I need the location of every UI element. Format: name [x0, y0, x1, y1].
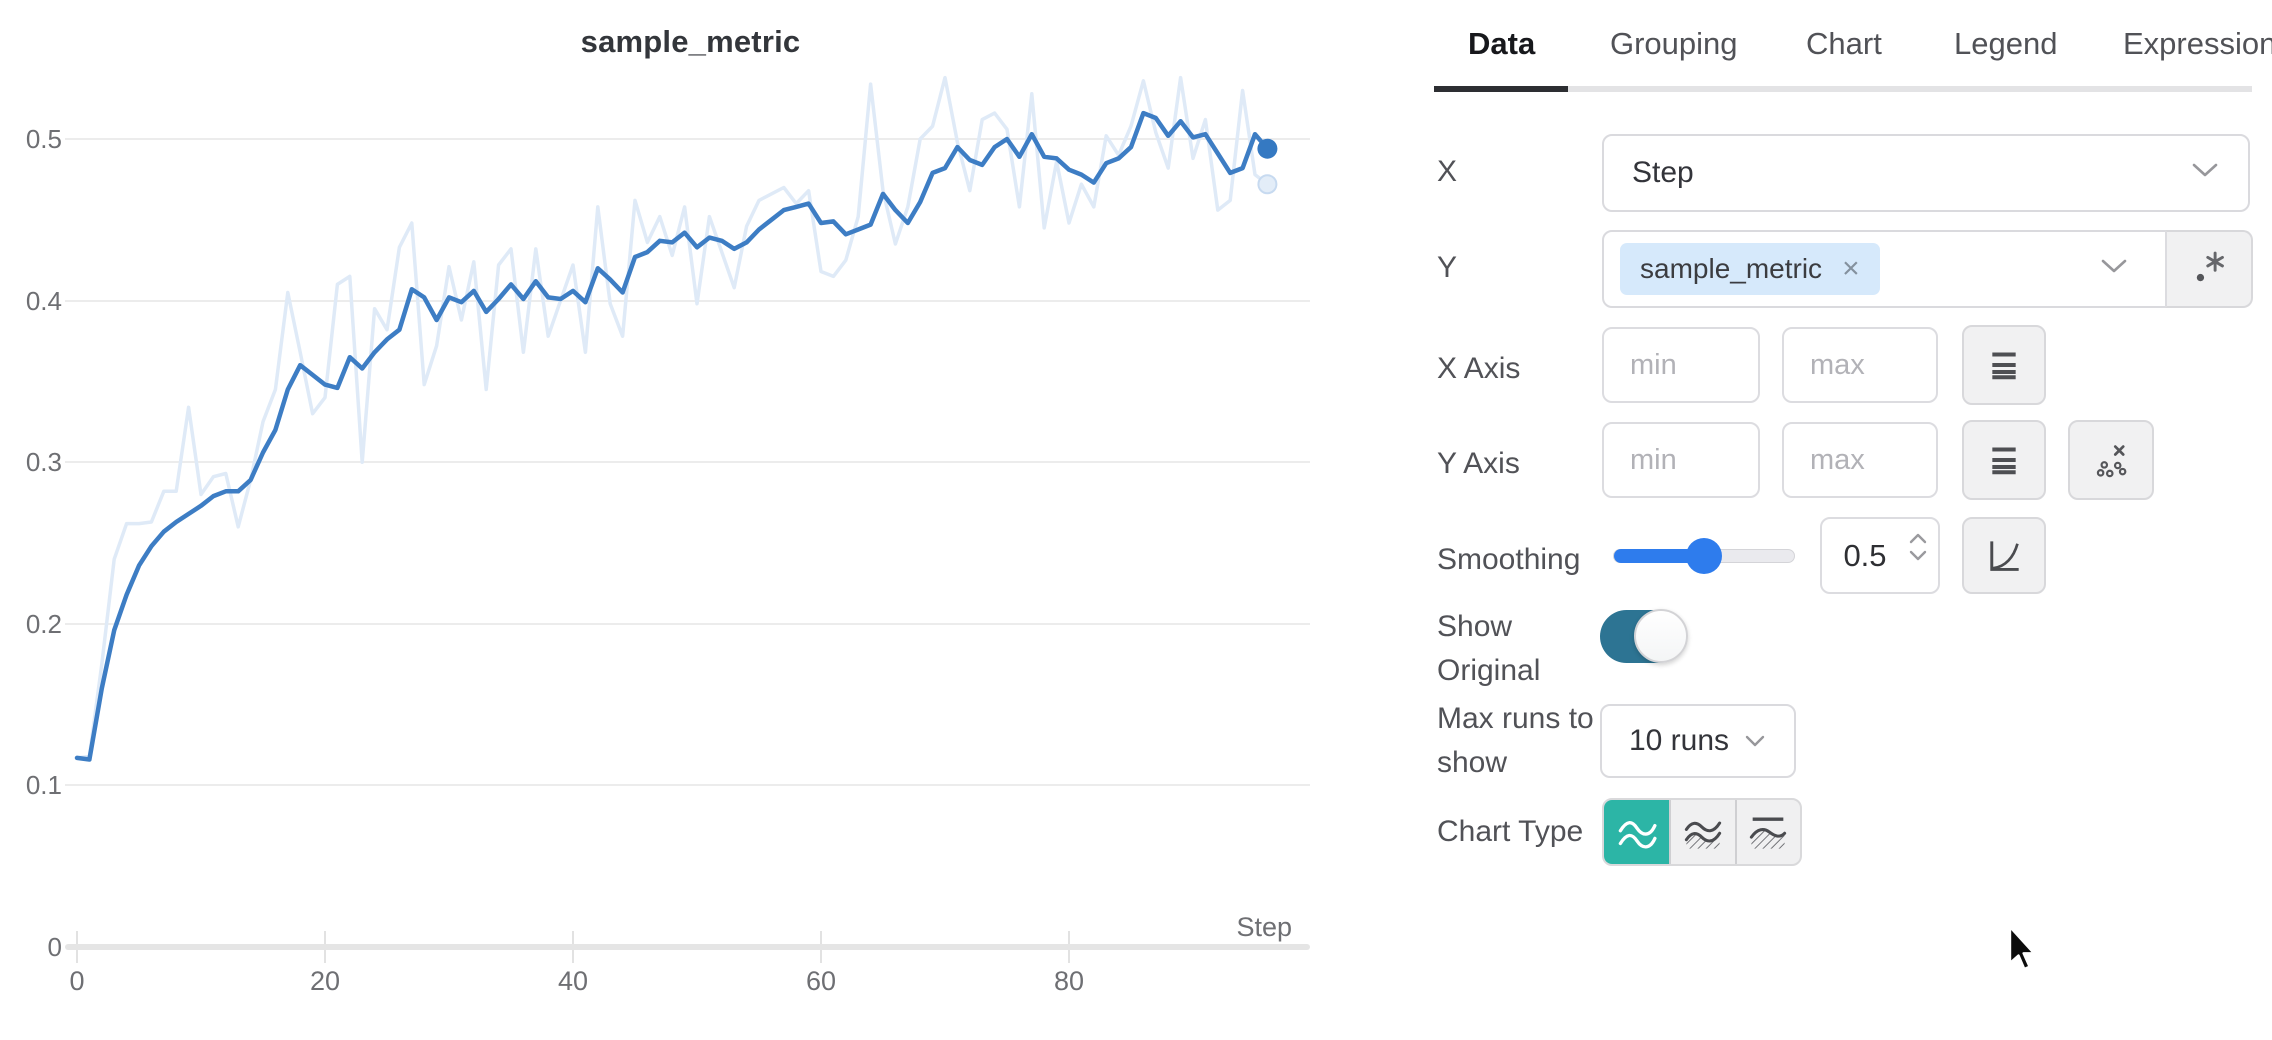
y-axis-row-label: Y Axis: [1437, 447, 1520, 480]
y-field-select[interactable]: sample_metric ×: [1602, 230, 2167, 308]
y-metric-chip-label: sample_metric: [1640, 253, 1823, 284]
chart-type-line-button[interactable]: [1604, 800, 1670, 864]
x-tick-label: 0: [69, 966, 85, 996]
chart-type-group: [1602, 798, 1802, 866]
x-tick-label: 60: [805, 966, 837, 996]
y-tick-label: 0.1: [25, 770, 62, 801]
stepper-down-icon[interactable]: [1908, 550, 1928, 561]
x-axis-max-input[interactable]: [1782, 327, 1938, 403]
ignore-outliers-icon: [2096, 445, 2127, 478]
smoothing-stepper[interactable]: [1908, 533, 1928, 561]
running-average-icon: [1990, 540, 2019, 571]
tab-grouping[interactable]: Grouping: [1610, 26, 1738, 61]
smoothing-row-label: Smoothing: [1437, 543, 1581, 576]
ignore-outliers-button[interactable]: [2068, 420, 2154, 500]
y-gridline: [65, 784, 1310, 787]
chart-type-minmax-button[interactable]: [1734, 800, 1800, 864]
tab-underline-active: [1434, 86, 1568, 92]
area-chart-icon: [1684, 821, 1722, 849]
smoothing-type-button[interactable]: [1962, 517, 2046, 594]
y-tick-label: 0.2: [25, 608, 62, 639]
tab-chart[interactable]: Chart: [1806, 26, 1882, 61]
y-gridline: [65, 138, 1310, 140]
y-gridline: [65, 461, 1310, 464]
smoothed-series-end-dot: [1257, 138, 1278, 159]
smoothed-series-line: [74, 110, 1270, 762]
y-tick-label: 0: [47, 932, 62, 962]
y-gridline: [65, 622, 1310, 625]
chart-region: sample_metric 0 0.1 0.2 0.3 0.4 0.5 0 20 40 60 80 …: [0, 0, 1350, 1040]
max-runs-value: 10 runs: [1628, 724, 1730, 757]
smoothing-slider-fill: [1614, 549, 1704, 563]
mouse-cursor: [2008, 925, 2036, 971]
original-series-line: [75, 75, 1270, 760]
x-row-label: X: [1437, 155, 1458, 188]
show-original-label: Show Original: [1437, 610, 1541, 687]
chevron-down-icon: [2099, 258, 2129, 280]
regex-match-button[interactable]: [2165, 230, 2253, 308]
x-tick-label: 80: [1053, 966, 1085, 996]
y-gridline: [65, 299, 1310, 302]
chevron-down-icon: [2190, 162, 2220, 184]
toggle-knob: [1634, 609, 1688, 663]
line-chart-icon: [1618, 821, 1657, 849]
chevron-down-icon: [1745, 735, 1765, 747]
max-runs-label: Max runs to show: [1437, 702, 1594, 779]
tab-data[interactable]: Data: [1468, 26, 1536, 61]
minmax-area-chart-icon: [1750, 817, 1787, 849]
smoothing-value-input[interactable]: [1822, 519, 1908, 592]
y-tick-label: 0.5: [25, 124, 62, 154]
y-metric-chip[interactable]: sample_metric ×: [1620, 243, 1880, 295]
y-row-label: Y: [1437, 251, 1458, 284]
y-tick-label: 0.4: [25, 285, 62, 316]
chart-title: sample_metric: [580, 24, 801, 59]
smoothing-slider-knob[interactable]: [1686, 538, 1722, 574]
dot-asterisk-icon: [2196, 251, 2224, 282]
line-chart-plot[interactable]: [0, 0, 1350, 1040]
settings-panel: Data Grouping Chart Legend Expressions: [1432, 0, 2272, 1040]
chart-type-area-button[interactable]: [1669, 800, 1734, 864]
log-scale-icon: [1992, 352, 2016, 380]
smoothing-slider[interactable]: [1613, 538, 1795, 574]
show-original-toggle[interactable]: [1600, 609, 1688, 663]
chart-type-label: Chart Type: [1437, 815, 1584, 848]
chip-remove-icon[interactable]: ×: [1842, 252, 1860, 285]
y-axis-log-scale-button[interactable]: [1962, 420, 2046, 500]
tab-legend[interactable]: Legend: [1954, 26, 2058, 61]
tab-underline-track: [1434, 86, 2252, 92]
y-axis-min-input[interactable]: [1602, 422, 1760, 498]
x-tick-label: 20: [309, 966, 341, 996]
y-axis-max-input[interactable]: [1782, 422, 1938, 498]
log-scale-icon: [1992, 447, 2016, 475]
x-axis-line: [65, 944, 1310, 950]
x-field-value: Step: [1632, 156, 1694, 189]
max-runs-select[interactable]: 10 runs: [1600, 704, 1796, 778]
tab-expressions[interactable]: Expressions: [2123, 26, 2272, 61]
y-tick-label: 0.3: [25, 447, 62, 478]
x-axis-row-label: X Axis: [1437, 352, 1521, 385]
x-axis-name: Step: [1236, 912, 1292, 942]
x-axis-log-scale-button[interactable]: [1962, 325, 2046, 405]
original-series-end-dot: [1257, 174, 1278, 195]
x-tick-label: 40: [557, 966, 589, 996]
stepper-up-icon[interactable]: [1908, 533, 1928, 544]
x-field-select[interactable]: Step: [1602, 134, 2250, 212]
smoothing-value-box: [1820, 517, 1940, 594]
x-axis-min-input[interactable]: [1602, 327, 1760, 403]
